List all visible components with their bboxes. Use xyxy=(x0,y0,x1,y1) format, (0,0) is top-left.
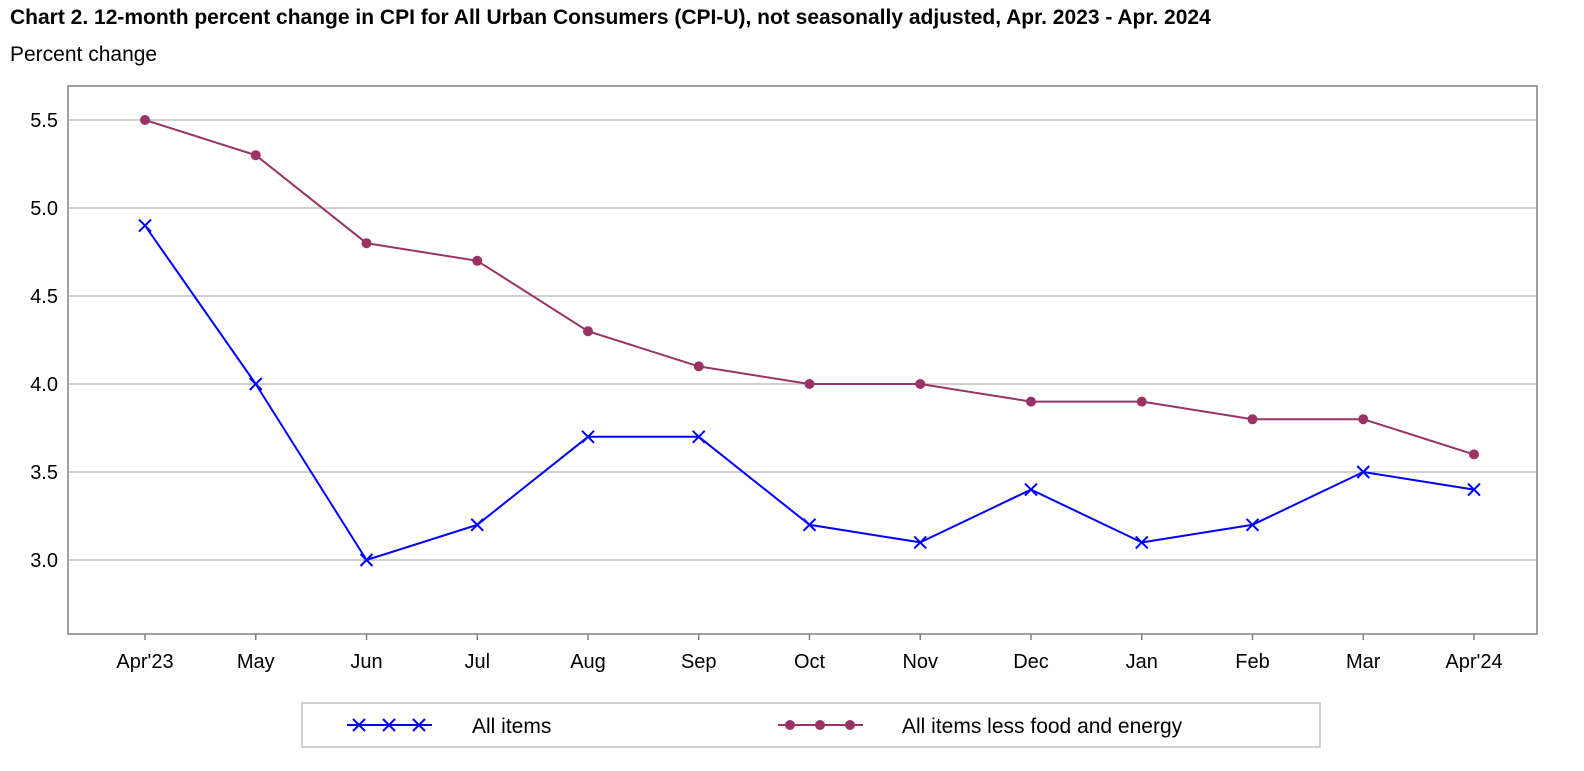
legend-marker-icon xyxy=(382,718,396,732)
x-tick-label: Apr'24 xyxy=(1445,651,1502,673)
data-point-all-items xyxy=(692,430,706,444)
x-marker-stroke xyxy=(249,377,263,391)
data-point-core xyxy=(804,379,815,389)
series-line-all-items xyxy=(144,225,1475,562)
data-point-core xyxy=(361,238,372,249)
data-point-all-items xyxy=(1467,482,1481,497)
data-point-core xyxy=(1247,414,1258,425)
data-point-all-items xyxy=(1024,482,1038,497)
x-marker-stroke xyxy=(1356,465,1370,479)
data-point-core xyxy=(472,255,483,266)
legend-label: All items less food and energy xyxy=(902,715,1183,738)
x-marker-stroke xyxy=(1467,482,1481,497)
data-point-core xyxy=(250,150,261,161)
x-marker-stroke xyxy=(412,718,426,732)
x-tick-label: Jul xyxy=(464,651,490,673)
x-marker-stroke xyxy=(1245,518,1260,532)
legend-marker-icon xyxy=(785,720,795,730)
x-marker-stroke xyxy=(359,553,374,567)
x-tick-label: Jun xyxy=(350,651,382,673)
x-marker-stroke xyxy=(1135,535,1149,550)
x-tick-label: Apr'23 xyxy=(116,651,173,673)
data-point-all-items xyxy=(581,430,595,444)
data-point-all-items xyxy=(470,518,484,532)
x-tick-label: Nov xyxy=(902,651,938,673)
data-point-all-items xyxy=(802,518,817,532)
legend-marker-icon xyxy=(352,718,366,732)
x-marker-stroke xyxy=(913,535,927,550)
data-point-core xyxy=(915,379,926,389)
x-tick-label: Feb xyxy=(1235,651,1269,673)
x-tick-label: Aug xyxy=(570,651,606,673)
x-marker-stroke xyxy=(802,518,817,532)
data-point-core xyxy=(1469,449,1479,460)
data-point-all-items xyxy=(138,218,152,233)
x-marker-stroke xyxy=(382,718,396,732)
data-point-core xyxy=(583,326,593,337)
y-tick-label: 5.5 xyxy=(30,110,58,132)
legend-marker-icon xyxy=(815,720,825,730)
data-point-core xyxy=(1136,396,1147,407)
y-axis-label: Percent change xyxy=(10,43,158,66)
data-point-all-items xyxy=(1245,518,1260,532)
data-point-all-items xyxy=(913,535,927,550)
x-tick-label: Sep xyxy=(681,651,717,673)
series-line-core xyxy=(144,119,1475,456)
plot-area xyxy=(67,85,1538,635)
legend-label: All items xyxy=(472,715,551,738)
x-tick-label: Jan xyxy=(1126,651,1158,673)
y-tick-label: 4.5 xyxy=(30,286,58,308)
x-marker-stroke xyxy=(352,718,366,732)
y-tick-label: 3.5 xyxy=(30,462,58,484)
data-point-core xyxy=(693,361,704,372)
x-tick-label: Oct xyxy=(794,651,826,673)
y-tick-label: 5.0 xyxy=(30,198,58,220)
legend-marker-icon xyxy=(412,718,426,732)
data-point-core xyxy=(1358,414,1369,425)
x-marker-stroke xyxy=(1024,482,1038,497)
y-tick-label: 3.0 xyxy=(30,550,58,572)
x-marker-stroke xyxy=(692,430,706,444)
legend-marker-icon xyxy=(845,720,855,730)
x-marker-stroke xyxy=(470,518,484,532)
data-point-core xyxy=(1026,396,1036,407)
y-tick-label: 4.0 xyxy=(30,374,58,396)
data-point-all-items xyxy=(1135,535,1149,550)
data-point-core xyxy=(140,115,150,125)
data-point-all-items xyxy=(1356,465,1370,479)
x-tick-label: Dec xyxy=(1013,651,1049,673)
x-marker-stroke xyxy=(138,218,152,233)
x-tick-label: Mar xyxy=(1346,651,1381,673)
x-tick-label: May xyxy=(237,651,275,673)
chart-title: Chart 2. 12-month percent change in CPI … xyxy=(10,6,1211,29)
x-marker-stroke xyxy=(581,430,595,444)
data-point-all-items xyxy=(249,377,263,391)
data-point-all-items xyxy=(359,553,374,567)
